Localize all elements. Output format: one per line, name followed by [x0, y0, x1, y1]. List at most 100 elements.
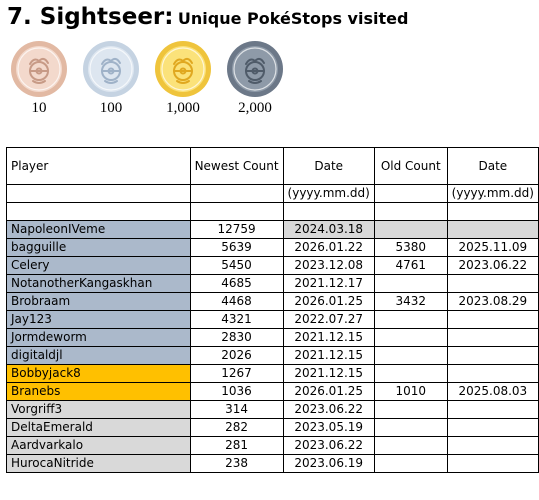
newest-count-cell: 1036 [189, 382, 284, 401]
old-date-cell [446, 220, 539, 239]
player-cell: Jormdeworm [6, 328, 191, 347]
player-cell: Vorgriff3 [6, 400, 191, 419]
header-row: Player Newest Count Date Old Count Date [6, 147, 539, 185]
old-date-cell [446, 310, 539, 329]
player-cell: HurocaNitride [6, 454, 191, 473]
newest-count-cell: 1267 [189, 364, 284, 383]
date-cell: 2023.06.19 [282, 454, 375, 473]
leaderboard-table: Player Newest Count Date Old Count Date … [6, 147, 539, 473]
newest-count-cell: 5450 [189, 256, 284, 275]
player-cell: Aardvarkalo [6, 436, 191, 455]
spacer-cell [6, 202, 191, 221]
header-date: Date [282, 147, 375, 185]
player-cell: Branebs [6, 382, 191, 401]
old-count-cell: 3432 [373, 292, 448, 311]
newest-count-cell: 5639 [189, 238, 284, 257]
table-row: Bobbyjack8 1267 2021.12.15 [6, 364, 539, 383]
spacer-cell [189, 202, 284, 221]
player-cell: DeltaEmerald [6, 418, 191, 437]
spacer-row [6, 202, 539, 221]
table-row: Brobraam 4468 2026.01.25 3432 2023.08.29 [6, 292, 539, 311]
medal-label: 1,000 [166, 100, 200, 116]
old-count-cell [373, 274, 448, 293]
spacer-cell [282, 202, 375, 221]
spacer-cell [373, 202, 448, 221]
table-row: bagguille 5639 2026.01.22 5380 2025.11.09 [6, 238, 539, 257]
player-cell: digitaldjl [6, 346, 191, 365]
format-player [6, 184, 191, 203]
format-date: (yyyy.mm.dd) [282, 184, 375, 203]
newest-count-cell: 12759 [189, 220, 284, 239]
old-date-cell: 2025.08.03 [446, 382, 539, 401]
date-cell: 2023.12.08 [282, 256, 375, 275]
medal-label: 2,000 [238, 100, 272, 116]
player-cell: Jay123 [6, 310, 191, 329]
player-cell: Celery [6, 256, 191, 275]
old-date-cell [446, 436, 539, 455]
format-old [373, 184, 448, 203]
page-title: 7. Sightseer: Unique PokéStops visited [7, 4, 408, 30]
old-date-cell: 2025.11.09 [446, 238, 539, 257]
header-date-2: Date [446, 147, 539, 185]
player-cell: NotanotherKangaskhan [6, 274, 191, 293]
old-date-cell [446, 346, 539, 365]
player-cell: Bobbyjack8 [6, 364, 191, 383]
table-row: Branebs 1036 2026.01.25 1010 2025.08.03 [6, 382, 539, 401]
medal-silver-icon [82, 40, 140, 98]
newest-count-cell: 2026 [189, 346, 284, 365]
date-cell: 2023.05.19 [282, 418, 375, 437]
old-date-cell: 2023.08.29 [446, 292, 539, 311]
table-row: NotanotherKangaskhan 4685 2021.12.17 [6, 274, 539, 293]
newest-count-cell: 4685 [189, 274, 284, 293]
date-cell: 2026.01.22 [282, 238, 375, 257]
player-cell: bagguille [6, 238, 191, 257]
date-cell: 2021.12.17 [282, 274, 375, 293]
newest-count-cell: 4468 [189, 292, 284, 311]
table-row: digitaldjl 2026 2021.12.15 [6, 346, 539, 365]
header-old-count: Old Count [373, 147, 448, 185]
spacer-cell [446, 202, 539, 221]
newest-count-cell: 238 [189, 454, 284, 473]
old-count-cell [373, 346, 448, 365]
date-cell: 2024.03.18 [282, 220, 375, 239]
medal-gold-icon [154, 40, 212, 98]
table-row: Celery 5450 2023.12.08 4761 2023.06.22 [6, 256, 539, 275]
old-count-cell [373, 328, 448, 347]
old-count-cell: 4761 [373, 256, 448, 275]
date-cell: 2021.12.15 [282, 328, 375, 347]
medal-row: 10 100 1,000 2,000 [10, 40, 300, 120]
old-date-cell [446, 418, 539, 437]
medal-platinum-icon [226, 40, 284, 98]
format-row: (yyyy.mm.dd) (yyyy.mm.dd) [6, 184, 539, 203]
date-cell: 2021.12.15 [282, 346, 375, 365]
old-date-cell [446, 328, 539, 347]
old-count-cell [373, 220, 448, 239]
date-cell: 2023.06.22 [282, 436, 375, 455]
table-row: Vorgriff3 314 2023.06.22 [6, 400, 539, 419]
format-date-2: (yyyy.mm.dd) [446, 184, 539, 203]
newest-count-cell: 2830 [189, 328, 284, 347]
table-row: DeltaEmerald 282 2023.05.19 [6, 418, 539, 437]
medal-label: 100 [99, 100, 123, 116]
title-subtitle: Unique PokéStops visited [177, 9, 409, 28]
table-row: HurocaNitride 238 2023.06.19 [6, 454, 539, 473]
newest-count-cell: 282 [189, 418, 284, 437]
old-count-cell [373, 400, 448, 419]
date-cell: 2021.12.15 [282, 364, 375, 383]
player-cell: NapoleonIVeme [6, 220, 191, 239]
newest-count-cell: 281 [189, 436, 284, 455]
newest-count-cell: 4321 [189, 310, 284, 329]
player-cell: Brobraam [6, 292, 191, 311]
old-count-cell: 1010 [373, 382, 448, 401]
table-row: Jormdeworm 2830 2021.12.15 [6, 328, 539, 347]
old-date-cell [446, 454, 539, 473]
date-cell: 2026.01.25 [282, 382, 375, 401]
old-date-cell: 2023.06.22 [446, 256, 539, 275]
old-date-cell [446, 364, 539, 383]
table-row: NapoleonIVeme 12759 2024.03.18 [6, 220, 539, 239]
old-count-cell: 5380 [373, 238, 448, 257]
header-player: Player [6, 147, 191, 185]
newest-count-cell: 314 [189, 400, 284, 419]
table-row: Aardvarkalo 281 2023.06.22 [6, 436, 539, 455]
date-cell: 2023.06.22 [282, 400, 375, 419]
